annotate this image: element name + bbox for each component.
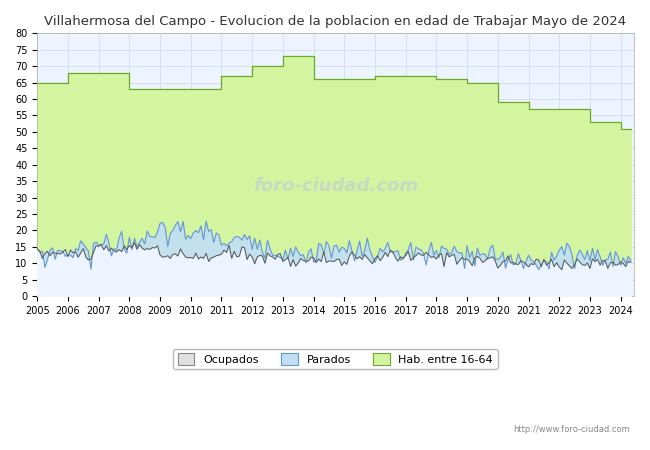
- Text: http://www.foro-ciudad.com: http://www.foro-ciudad.com: [514, 425, 630, 434]
- Title: Villahermosa del Campo - Evolucion de la poblacion en edad de Trabajar Mayo de 2: Villahermosa del Campo - Evolucion de la…: [44, 15, 627, 28]
- Text: foro-ciudad.com: foro-ciudad.com: [253, 177, 418, 195]
- Legend: Ocupados, Parados, Hab. entre 16-64: Ocupados, Parados, Hab. entre 16-64: [173, 349, 497, 369]
